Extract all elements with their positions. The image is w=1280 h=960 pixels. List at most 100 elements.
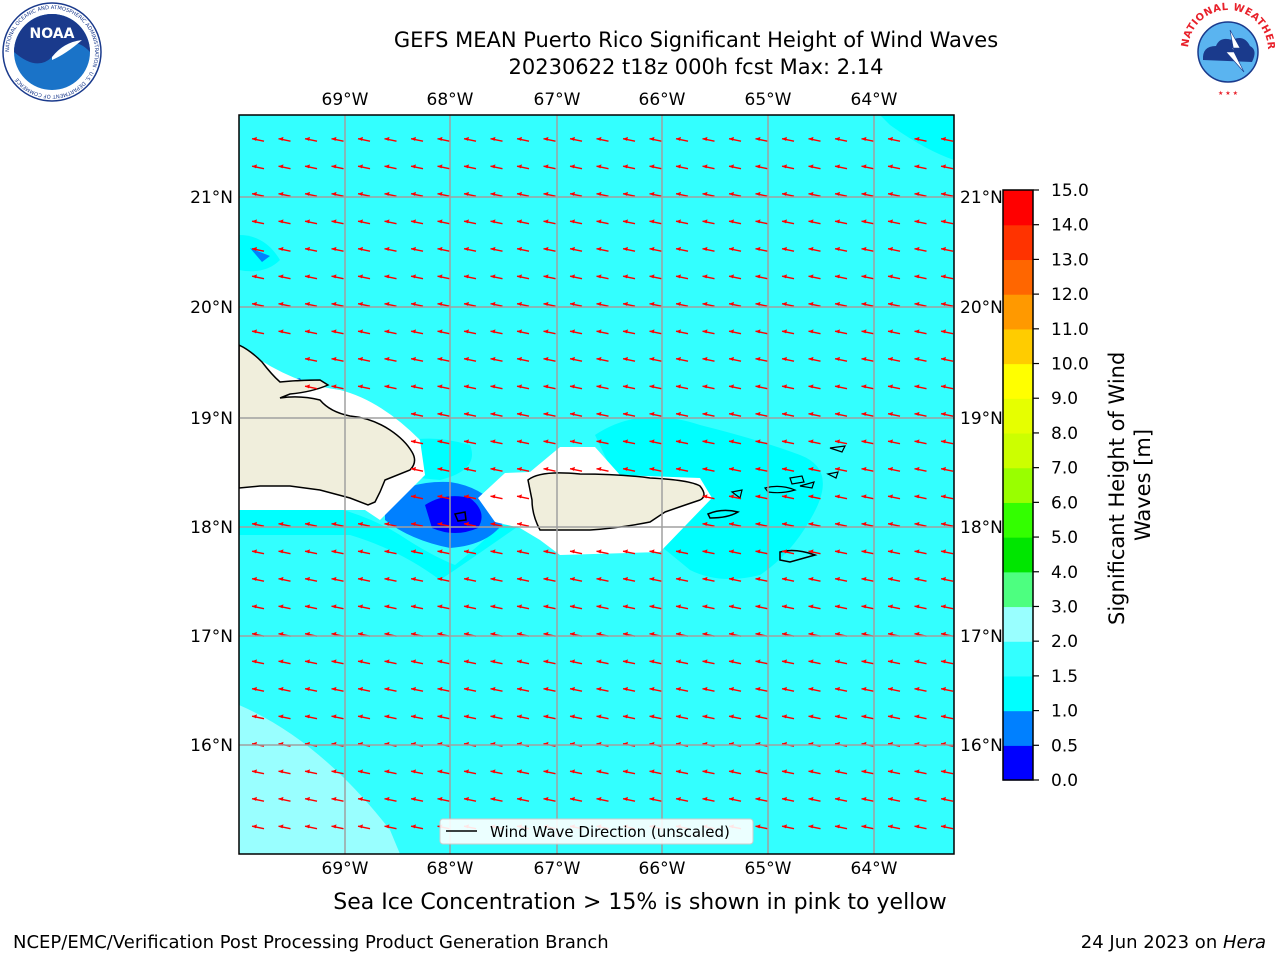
colorbar-swatch: [1003, 710, 1033, 746]
wave-arrow: [304, 219, 318, 225]
wave-arrow: [251, 274, 265, 280]
wave-arrow: [834, 384, 848, 390]
wave-arrow: [410, 659, 424, 665]
wave-arrow: [755, 604, 768, 610]
wave-arrow: [384, 136, 397, 142]
wave-arrow: [702, 549, 715, 555]
wave-arrow: [887, 796, 901, 802]
wave-arrow: [596, 191, 609, 197]
wave-arrow: [569, 274, 583, 280]
wave-arrow: [410, 329, 424, 335]
wave-arrow: [622, 576, 636, 582]
wave-arrow: [516, 714, 530, 720]
wave-arrow: [649, 384, 662, 390]
wave-arrow: [463, 274, 477, 280]
wave-arrow: [755, 521, 768, 527]
lat-label-right: 18°N: [960, 518, 1003, 538]
wave-arrow: [569, 549, 583, 555]
wave-arrow: [543, 329, 556, 335]
wave-arrow: [357, 301, 371, 307]
wave-arrow: [251, 191, 265, 197]
wave-arrow: [808, 246, 821, 252]
wave-arrow: [596, 796, 609, 802]
lat-label-right: 20°N: [960, 298, 1003, 318]
wave-arrow: [410, 521, 424, 527]
wave-arrow: [622, 219, 636, 225]
wave-arrow: [622, 301, 636, 307]
wave-arrow: [781, 604, 795, 610]
wave-arrow: [410, 576, 424, 582]
wave-arrow: [728, 604, 742, 610]
wave-arrow: [543, 769, 556, 775]
wave-arrow: [410, 301, 424, 307]
wave-arrow: [702, 219, 715, 225]
wave-arrow: [702, 384, 715, 390]
wave-arrow: [808, 796, 821, 802]
wave-arrow: [384, 301, 397, 307]
wave-arrow: [728, 191, 742, 197]
wave-arrow: [940, 191, 954, 197]
wave-arrow: [384, 576, 397, 582]
wave-arrow: [781, 686, 795, 692]
wave-arrow: [622, 796, 636, 802]
wave-arrow: [490, 356, 503, 362]
lon-label-bottom: 68°W: [427, 859, 474, 879]
wave-arrow: [675, 769, 689, 775]
wave-arrow: [675, 301, 689, 307]
colorbar-swatch: [1003, 294, 1033, 330]
wave-arrow: [622, 439, 636, 445]
wave-arrow: [490, 411, 503, 417]
wave-arrow: [331, 521, 344, 527]
lon-label-top: 64°W: [851, 90, 898, 110]
wave-arrow: [569, 686, 583, 692]
wave-arrow: [251, 686, 265, 692]
wave-arrow: [649, 219, 662, 225]
wave-arrow: [887, 219, 901, 225]
wave-arrow: [808, 604, 821, 610]
wave-arrow: [437, 219, 450, 225]
wave-arrow: [808, 274, 821, 280]
wave-arrow: [463, 796, 477, 802]
wave-arrow: [543, 411, 556, 417]
wave-arrow: [278, 164, 291, 170]
wave-arrow: [463, 136, 477, 142]
wave-arrow: [304, 521, 318, 527]
wave-arrow: [940, 219, 954, 225]
lat-label-left: 17°N: [190, 627, 233, 647]
wave-arrow: [649, 796, 662, 802]
lon-label-top: 66°W: [639, 90, 686, 110]
wave-arrow: [304, 384, 318, 390]
colorbar-tick-label: 4.0: [1051, 563, 1078, 583]
wave-arrow: [781, 219, 795, 225]
lat-label-left: 18°N: [190, 518, 233, 538]
wave-arrow: [622, 384, 636, 390]
wave-arrow: [914, 439, 927, 445]
svg-text:★ ★ ★: ★ ★ ★: [1218, 90, 1238, 97]
wave-arrow: [463, 659, 477, 665]
wave-arrow: [781, 659, 795, 665]
wave-arrow: [463, 246, 477, 252]
wave-arrow: [384, 219, 397, 225]
wave-arrow: [914, 576, 927, 582]
wave-arrow: [728, 686, 742, 692]
wave-arrow: [437, 164, 450, 170]
wave-arrow: [357, 356, 371, 362]
wave-arrow: [861, 769, 874, 775]
wave-arrow: [596, 411, 609, 417]
wave-arrow: [331, 219, 344, 225]
wave-arrow: [622, 136, 636, 142]
ocean-mid-ne: [880, 115, 954, 160]
wave-arrow: [675, 356, 689, 362]
wave-arrow: [410, 466, 424, 472]
colorbar-tick-label: 6.0: [1051, 493, 1078, 513]
wave-arrow: [914, 604, 927, 610]
wave-arrow: [940, 494, 954, 500]
wave-arrow: [251, 521, 265, 527]
wave-arrow: [490, 494, 503, 500]
wave-arrow: [808, 686, 821, 692]
land-puerto-rico: [527, 472, 705, 531]
wave-arrow: [887, 356, 901, 362]
wave-arrow: [384, 246, 397, 252]
wave-arrow: [914, 301, 927, 307]
wave-arrow: [251, 246, 265, 252]
